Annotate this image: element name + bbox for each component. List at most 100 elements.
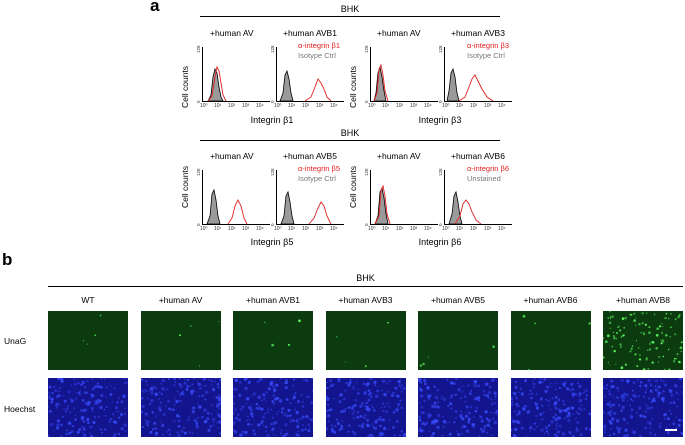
y-tick-max: 128	[196, 168, 201, 176]
x-tick-label: 10¹	[456, 226, 464, 232]
legend-red-b1: α-integrin β1	[298, 41, 341, 50]
red-trace	[458, 74, 494, 102]
y-tick-max: 128	[196, 45, 201, 53]
red-trace	[207, 65, 227, 102]
red-trace	[374, 184, 391, 225]
x-tick-label: 10²	[396, 226, 404, 232]
histogram-b1-av-svg	[207, 65, 227, 102]
plot-title-b3-avb3: +human AVB3	[451, 28, 505, 38]
x-tick-label: 10³	[242, 226, 250, 232]
red-trace	[304, 78, 332, 102]
histogram-b1-av	[202, 47, 270, 102]
plot-title-b6-avb6: +human AVB6	[451, 151, 505, 161]
unag-image	[418, 311, 498, 370]
row-label-unag: UnaG	[4, 336, 27, 346]
x-tick-label: 10²	[228, 226, 236, 232]
legend-red-b3: α-integrin β3	[467, 41, 510, 50]
x-tick-label: 10⁴	[424, 103, 432, 109]
x-tick-label: 10⁰	[442, 103, 450, 109]
column-label: +human AVB3	[338, 295, 393, 305]
x-tick-label: 10²	[470, 226, 478, 232]
x-tick-label: 10⁰	[200, 103, 208, 109]
panel-b-letter: b	[2, 250, 13, 269]
hoechst-image	[140, 378, 221, 437]
histogram-b5-avb5	[276, 170, 344, 225]
red-trace	[454, 199, 482, 225]
x-tick-label: 10¹	[214, 103, 222, 109]
gray-filled-peak	[448, 190, 463, 225]
hoechst-image	[418, 378, 498, 437]
x-axis-label-b6: Integrin β6	[418, 237, 462, 247]
y-tick-max: 128	[364, 168, 369, 176]
x-tick-label: 10⁴	[256, 103, 264, 109]
x-tick-label: 10⁴	[498, 103, 506, 109]
y-axis-label-top-right: Cell counts	[348, 65, 358, 108]
gray-filled-peak	[207, 67, 224, 102]
x-tick-label: 10²	[302, 226, 310, 232]
legend-gray-b1: Isotype Ctrl	[298, 51, 336, 60]
x-tick-label: 10³	[484, 226, 492, 232]
plot-title-b6-av: +human AV	[377, 151, 421, 161]
panel-a-top-cell-line: BHK	[340, 4, 360, 14]
x-tick-label: 10¹	[288, 226, 296, 232]
plot-title-b5-avb5: +human AVB5	[283, 151, 337, 161]
histogram-b6-avb6	[444, 170, 512, 225]
x-tick-label: 10⁰	[368, 103, 376, 109]
x-tick-label: 10⁰	[368, 226, 376, 232]
x-tick-label: 10³	[242, 103, 250, 109]
unag-image	[48, 311, 128, 370]
x-tick-label: 10³	[410, 226, 418, 232]
legend-gray-b3: Isotype Ctrl	[467, 51, 505, 60]
histogram-b5-av	[202, 170, 270, 225]
plot-title-b1-av: +human AV	[210, 28, 254, 38]
unag-image	[233, 311, 313, 370]
x-tick-label: 10¹	[456, 103, 464, 109]
x-tick-label: 10³	[316, 103, 324, 109]
histogram-b6-av	[370, 170, 438, 225]
histogram-b3-av	[370, 47, 438, 102]
hoechst-image	[233, 378, 313, 437]
histogram-b3-avb3	[444, 47, 512, 102]
x-tick-label: 10⁴	[424, 226, 432, 232]
x-tick-label: 10²	[302, 103, 310, 109]
x-axis-label-b3: Integrin β3	[418, 115, 462, 125]
x-tick-label: 10⁰	[274, 226, 282, 232]
x-tick-label: 10²	[470, 103, 478, 109]
gray-filled-peak	[279, 69, 294, 102]
y-tick-max: 128	[270, 168, 275, 176]
x-tick-label: 10⁴	[498, 226, 506, 232]
histogram-b1-avb1	[276, 47, 344, 102]
unag-image	[140, 311, 221, 370]
x-tick-label: 10¹	[214, 226, 222, 232]
x-tick-label: 10²	[396, 103, 404, 109]
hoechst-image	[510, 378, 591, 437]
panel-a-bottom-cell-line: BHK	[340, 128, 360, 138]
column-label: WT	[81, 295, 95, 305]
unag-image	[510, 311, 591, 370]
hoechst-image	[48, 378, 128, 437]
column-label: +human AVB8	[616, 295, 670, 305]
x-tick-label: 10¹	[288, 103, 296, 109]
legend-gray-b6: Unstained	[467, 174, 501, 183]
y-tick-max: 128	[438, 168, 443, 176]
panel-b-rule	[48, 286, 683, 287]
red-trace	[308, 201, 332, 225]
x-axis-label-b1: Integrin β1	[250, 115, 294, 125]
legend-red-b5: α-integrin β5	[298, 164, 341, 173]
gray-filled-peak	[374, 186, 389, 225]
x-tick-label: 10³	[410, 103, 418, 109]
y-axis-label-top-left: Cell counts	[180, 65, 190, 108]
x-tick-label: 10⁰	[442, 226, 450, 232]
y-axis-label-bottom-right: Cell counts	[348, 165, 358, 208]
panel-a-top-rule	[200, 16, 500, 17]
column-label: +human AVB1	[246, 295, 300, 305]
gray-filled-peak	[446, 67, 460, 102]
legend-red-b6: α-integrin β6	[467, 164, 510, 173]
column-label: +human AVB6	[523, 295, 578, 305]
y-tick-max: 128	[364, 45, 369, 53]
hoechst-image	[603, 378, 683, 437]
plot-title-b5-av: +human AV	[210, 151, 254, 161]
y-axis-label-bottom-left: Cell counts	[180, 165, 190, 208]
x-tick-label: 10⁰	[200, 226, 208, 232]
plot-title-b1-avb1: +human AVB1	[283, 28, 337, 38]
